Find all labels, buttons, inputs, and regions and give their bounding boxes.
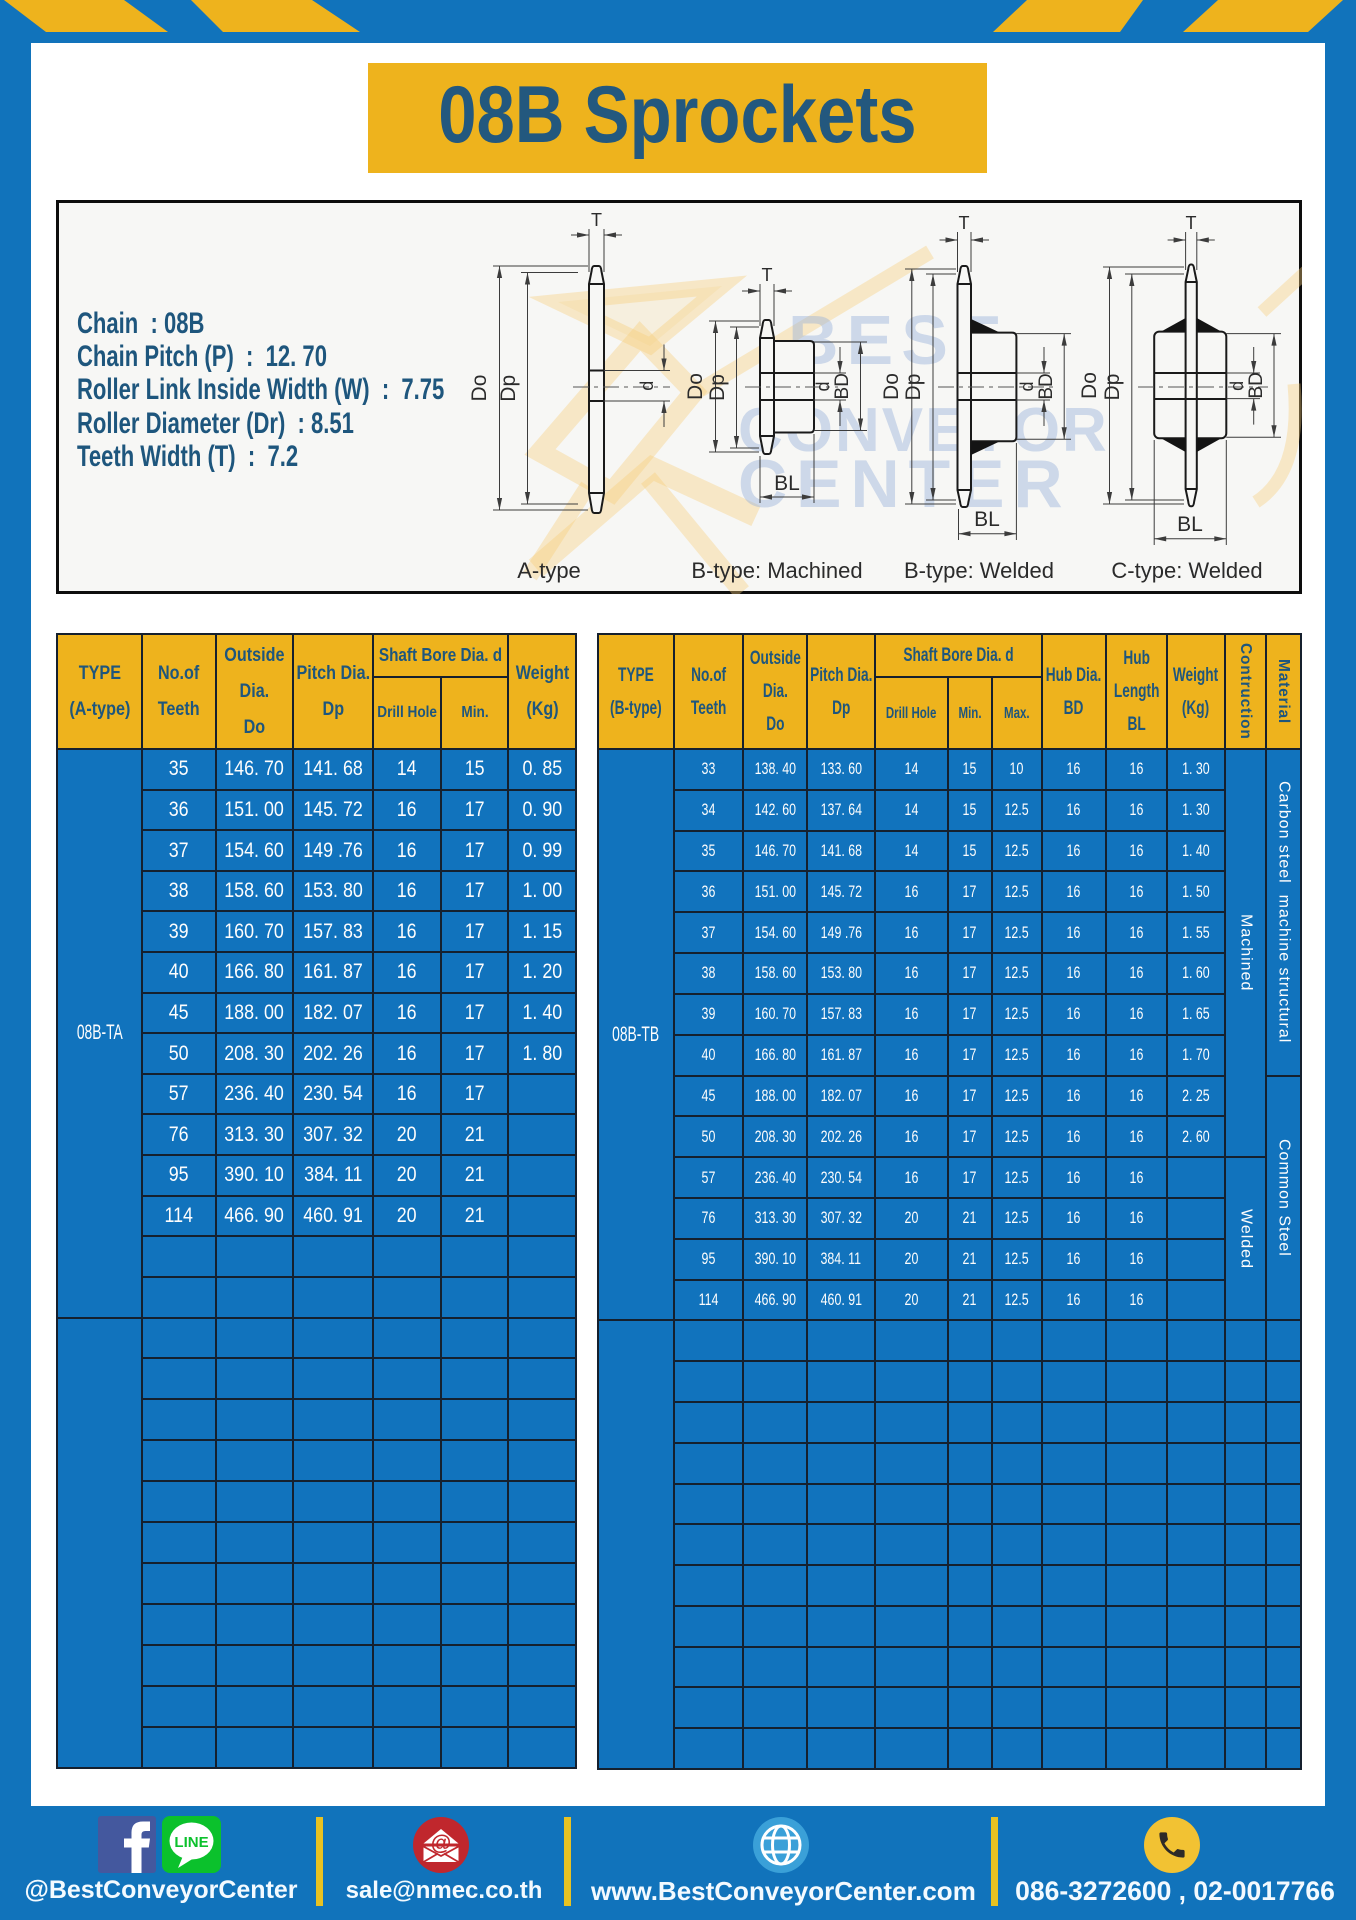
svg-text:BL: BL [774,472,800,495]
svg-text:T: T [1186,213,1197,233]
svg-text:@: @ [431,1832,451,1855]
svg-text:Do: Do [684,373,707,400]
svg-text:Dp: Dp [902,374,925,401]
svg-text:BL: BL [1177,513,1203,536]
svg-text:Do: Do [880,373,903,400]
svg-text:B-type: Welded: B-type: Welded [904,558,1054,583]
svg-text:Dp: Dp [1101,374,1124,401]
svg-text:LINE: LINE [174,1834,208,1851]
svg-text:d: d [1227,381,1247,391]
svg-text:CENTER: CENTER [738,446,1072,522]
svg-text:Dp: Dp [497,375,520,402]
svg-text:T: T [591,210,602,230]
svg-text:BD: BD [832,373,853,399]
svg-text:BL: BL [974,508,1000,531]
svg-text:d: d [813,381,833,391]
svg-text:A-type: A-type [517,558,581,583]
svg-text:BD: BD [1036,373,1057,399]
svg-text:d: d [637,381,657,391]
svg-text:C-type: Welded: C-type: Welded [1111,558,1262,583]
svg-text:Dp: Dp [706,374,729,401]
svg-text:B-type: Machined: B-type: Machined [691,558,862,583]
svg-text:T: T [959,213,970,233]
svg-text:BD: BD [1246,372,1267,398]
svg-text:d: d [1017,381,1037,391]
svg-text:Do: Do [468,375,491,402]
svg-text:Do: Do [1078,372,1101,399]
svg-text:T: T [762,265,773,285]
